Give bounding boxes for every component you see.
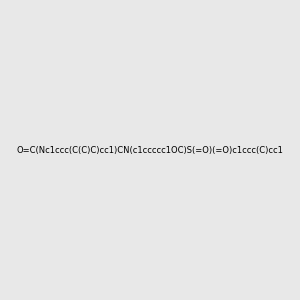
Text: O=C(Nc1ccc(C(C)C)cc1)CN(c1ccccc1OC)S(=O)(=O)c1ccc(C)cc1: O=C(Nc1ccc(C(C)C)cc1)CN(c1ccccc1OC)S(=O)… bbox=[16, 146, 283, 154]
